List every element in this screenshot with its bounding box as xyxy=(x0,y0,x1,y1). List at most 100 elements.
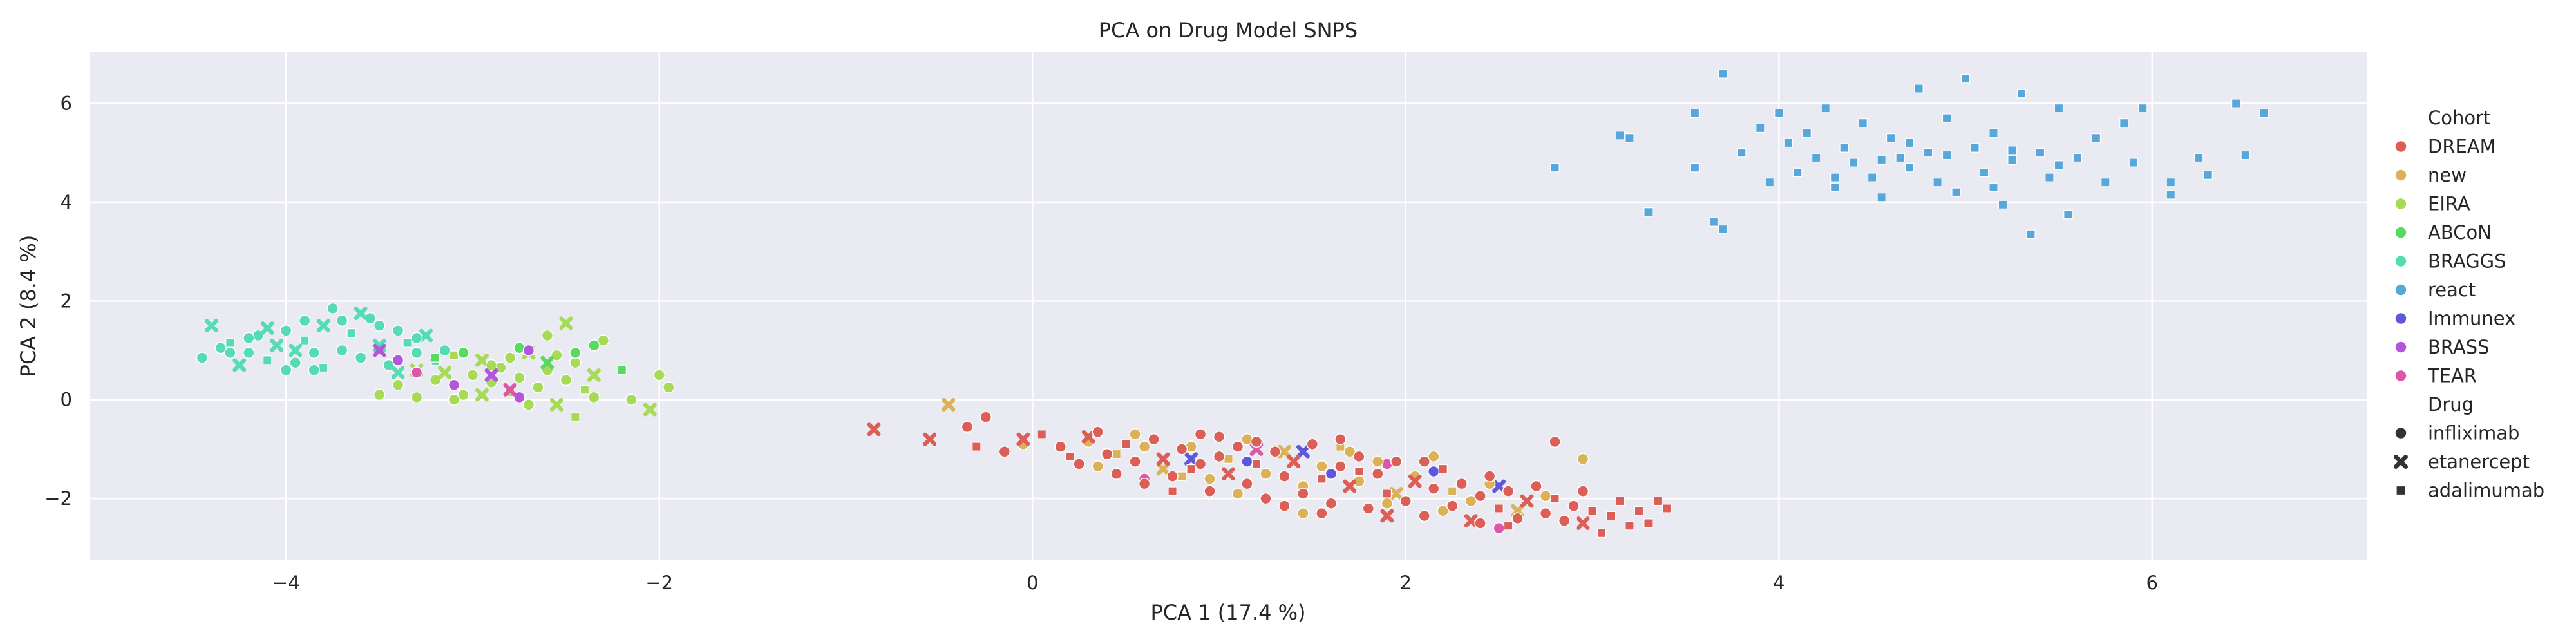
data-point xyxy=(1606,511,1616,521)
data-point xyxy=(2016,89,2027,99)
data-point xyxy=(214,341,227,354)
data-point xyxy=(1166,470,1179,482)
data-point xyxy=(2166,190,2175,200)
legend-marker-abcon xyxy=(2394,226,2407,239)
data-point xyxy=(1886,133,1896,143)
legend-label-adalimumab: adalimumab xyxy=(2428,480,2544,502)
data-point xyxy=(1970,143,1980,153)
data-point xyxy=(2063,209,2073,220)
data-point xyxy=(1530,480,1542,493)
data-point xyxy=(1372,455,1384,468)
data-point xyxy=(1877,193,1886,202)
data-point xyxy=(1112,449,1121,459)
data-point xyxy=(1222,467,1235,481)
axis-ticks: −4 −2 0 2 4 6 −2 0 2 4 6 xyxy=(44,93,2158,594)
data-point xyxy=(1923,148,1933,158)
data-point xyxy=(961,421,974,433)
data-point xyxy=(1830,182,1840,193)
legend-label-infliximab: infliximab xyxy=(2428,422,2519,444)
x-axis-label: PCA 1 (17.4 %) xyxy=(1150,600,1305,625)
data-point xyxy=(300,336,310,345)
data-point xyxy=(1446,500,1459,512)
data-point xyxy=(2119,118,2129,128)
data-point xyxy=(1129,455,1141,468)
data-point xyxy=(1101,448,1113,460)
data-point xyxy=(513,371,526,384)
data-point xyxy=(980,411,992,423)
data-point xyxy=(1110,468,1122,480)
data-point xyxy=(653,369,665,381)
data-point xyxy=(1550,163,1560,173)
data-point xyxy=(1494,504,1504,513)
legend-marker-adalimumab xyxy=(2396,485,2406,496)
data-point xyxy=(1539,507,1552,520)
data-point xyxy=(1503,521,1513,531)
data-point xyxy=(1643,518,1653,528)
data-point xyxy=(1914,84,1924,93)
legend-marker-new xyxy=(2394,169,2407,182)
data-point xyxy=(1576,516,1590,530)
data-point xyxy=(279,364,292,376)
data-point xyxy=(1737,148,1747,158)
data-point xyxy=(1251,459,1262,469)
data-point xyxy=(1390,455,1403,468)
data-point xyxy=(1951,187,1961,197)
data-point xyxy=(1653,496,1663,506)
data-point xyxy=(475,353,489,367)
data-point xyxy=(1558,515,1571,527)
data-point xyxy=(1615,496,1625,506)
data-point xyxy=(1138,440,1151,453)
legend-label-brass: BRASS xyxy=(2428,336,2490,358)
legend-marker-eira xyxy=(2394,197,2407,211)
data-point xyxy=(1550,493,1560,504)
data-point xyxy=(1979,167,1989,178)
data-point xyxy=(2240,150,2250,160)
data-point xyxy=(1250,435,1263,448)
legend-label-tear: TEAR xyxy=(2427,365,2477,387)
data-point xyxy=(2194,153,2204,163)
data-point xyxy=(1438,464,1448,474)
data-point xyxy=(1615,131,1625,140)
data-point xyxy=(1998,200,2008,209)
data-point xyxy=(2101,178,2110,187)
data-point xyxy=(1989,182,1998,193)
data-point xyxy=(1493,522,1505,535)
data-point xyxy=(1802,128,1812,138)
data-point xyxy=(308,346,320,359)
legend-marker-dream xyxy=(2394,140,2407,153)
data-point xyxy=(1260,468,1272,480)
data-point xyxy=(204,319,218,333)
data-point xyxy=(1690,163,1700,173)
data-point xyxy=(1194,428,1207,440)
data-point xyxy=(972,442,981,451)
data-point xyxy=(1830,173,1840,182)
legend-label-new: new xyxy=(2428,164,2467,186)
data-point xyxy=(1464,514,1478,528)
data-point xyxy=(1121,439,1131,449)
data-point xyxy=(580,385,590,395)
data-point xyxy=(1539,490,1552,502)
data-point xyxy=(263,355,272,365)
legend: Cohort DREAM new EIRA ABCoN BRAGGS react Immune… xyxy=(2393,107,2544,502)
data-point xyxy=(1492,479,1506,493)
data-point xyxy=(2128,158,2138,167)
data-point xyxy=(354,307,368,320)
series-eira xyxy=(373,316,675,422)
data-point xyxy=(1418,455,1430,468)
data-point xyxy=(1643,207,1653,217)
data-point xyxy=(1177,471,1187,481)
data-point xyxy=(1213,431,1226,443)
data-point xyxy=(1186,464,1196,474)
data-point xyxy=(1511,512,1524,525)
data-point xyxy=(532,381,544,393)
series-new xyxy=(942,397,1589,520)
x-tick-label: −2 xyxy=(645,572,673,594)
data-point xyxy=(1260,492,1272,505)
y-tick-label: 4 xyxy=(61,191,72,213)
data-point xyxy=(1389,487,1403,500)
data-point xyxy=(549,397,564,412)
data-point xyxy=(457,388,469,401)
legend-marker-braggs xyxy=(2394,254,2407,268)
data-point xyxy=(1774,108,1784,118)
data-point xyxy=(1297,488,1309,500)
